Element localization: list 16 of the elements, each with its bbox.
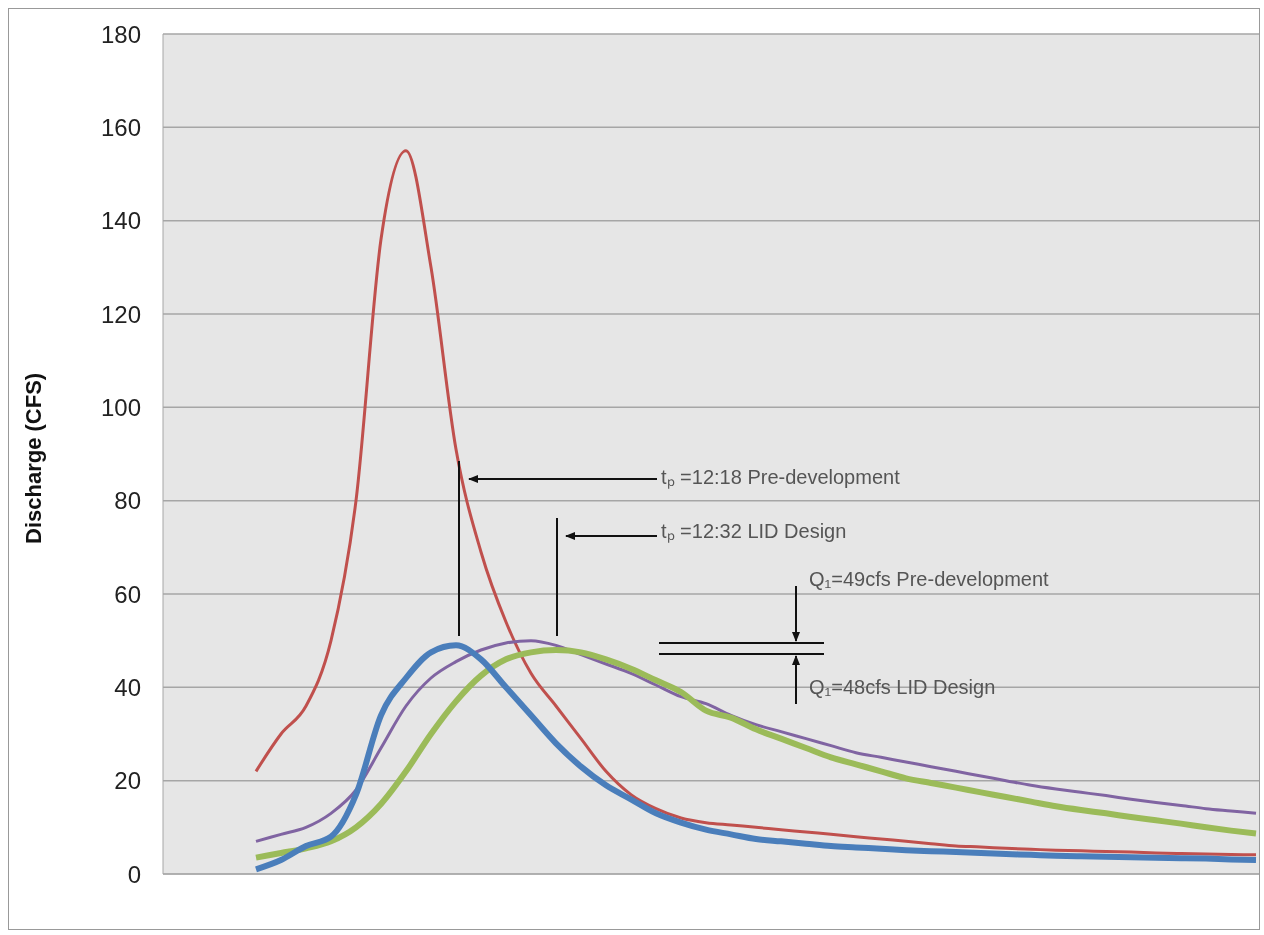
y-axis-title: Discharge (CFS) [20, 372, 46, 544]
y-tick-label: 40 [114, 673, 141, 701]
y-tick-label: 20 [114, 767, 141, 795]
annotation: Q₁=48cfs LID Design [809, 676, 996, 698]
annotation: tₚ =12:18 Pre-development [661, 466, 901, 489]
y-tick-label: 160 [100, 113, 141, 141]
y-tick-label: 80 [114, 487, 141, 515]
y-tick-label: 140 [100, 207, 141, 235]
y-tick-label: 120 [100, 300, 141, 328]
y-tick-label: 0 [127, 860, 141, 888]
line-series [254, 149, 1258, 857]
annotation: tₚ =12:32 LID Design [661, 520, 847, 543]
annotation: Q₁=49cfs Pre-development [809, 568, 1050, 590]
y-tick-label: 180 [100, 20, 141, 48]
y-tick-label: 60 [114, 580, 141, 608]
y-tick-label: 100 [100, 393, 141, 421]
